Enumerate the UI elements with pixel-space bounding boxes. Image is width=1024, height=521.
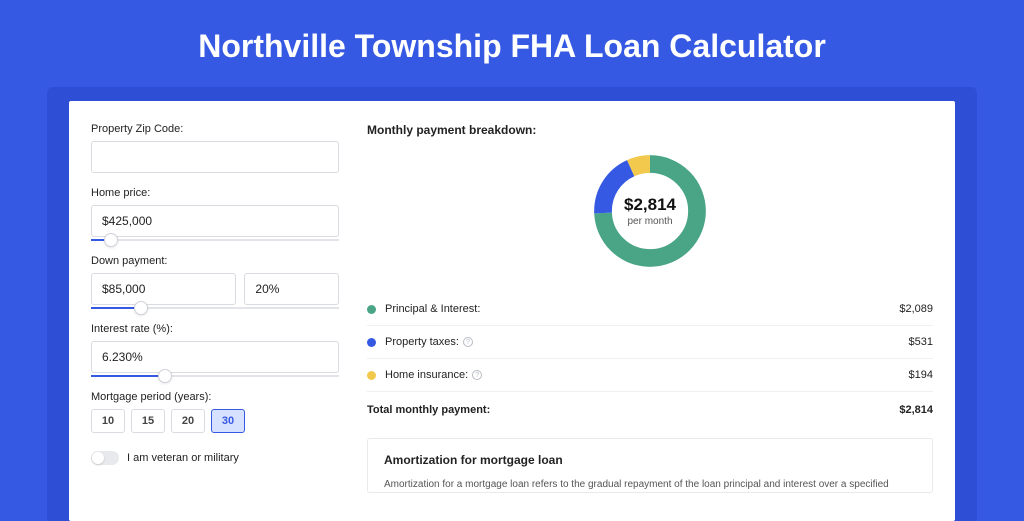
period-btn-20[interactable]: 20 bbox=[171, 409, 205, 433]
down-field: Down payment: bbox=[91, 255, 339, 309]
donut-value: $2,814 bbox=[624, 195, 676, 215]
card-shadow: Property Zip Code: Home price: Down paym… bbox=[47, 87, 977, 521]
info-icon[interactable]: ? bbox=[463, 337, 473, 347]
period-btn-30[interactable]: 30 bbox=[211, 409, 245, 433]
breakdown-title: Monthly payment breakdown: bbox=[367, 123, 933, 137]
breakdown-row: Home insurance:?$194 bbox=[367, 358, 933, 391]
breakdown-value: $194 bbox=[909, 369, 933, 381]
toggle-knob bbox=[92, 452, 104, 464]
slider-thumb[interactable] bbox=[158, 369, 172, 383]
zip-input[interactable] bbox=[91, 141, 339, 173]
down-amount-input[interactable] bbox=[91, 273, 236, 305]
rate-input[interactable] bbox=[91, 341, 339, 373]
slider-fill bbox=[91, 375, 165, 377]
page-title: Northville Township FHA Loan Calculator bbox=[0, 0, 1024, 87]
breakdown-row: Property taxes:?$531 bbox=[367, 325, 933, 358]
breakdown-label: Property taxes:? bbox=[385, 336, 909, 348]
rate-slider[interactable] bbox=[91, 375, 339, 377]
zip-field: Property Zip Code: bbox=[91, 123, 339, 173]
form-column: Property Zip Code: Home price: Down paym… bbox=[91, 123, 339, 521]
breakdown-value: $531 bbox=[909, 336, 933, 348]
legend-dot bbox=[367, 305, 376, 314]
slider-thumb[interactable] bbox=[134, 301, 148, 315]
down-label: Down payment: bbox=[91, 255, 339, 267]
veteran-row: I am veteran or military bbox=[91, 451, 339, 465]
donut-center: $2,814 per month bbox=[588, 149, 712, 273]
breakdown-rows: Principal & Interest:$2,089Property taxe… bbox=[367, 293, 933, 428]
breakdown-column: Monthly payment breakdown: $2,814 per mo… bbox=[367, 123, 933, 521]
veteran-label: I am veteran or military bbox=[127, 452, 239, 464]
rate-label: Interest rate (%): bbox=[91, 323, 339, 335]
breakdown-label: Principal & Interest: bbox=[385, 303, 899, 315]
period-label: Mortgage period (years): bbox=[91, 391, 339, 403]
down-slider[interactable] bbox=[91, 307, 339, 309]
donut-chart: $2,814 per month bbox=[588, 149, 712, 273]
info-icon[interactable]: ? bbox=[472, 370, 482, 380]
amort-title: Amortization for mortgage loan bbox=[384, 453, 916, 467]
period-field: Mortgage period (years): 10152030 bbox=[91, 391, 339, 433]
price-label: Home price: bbox=[91, 187, 339, 199]
calculator-card: Property Zip Code: Home price: Down paym… bbox=[69, 101, 955, 521]
amort-card: Amortization for mortgage loan Amortizat… bbox=[367, 438, 933, 493]
breakdown-value: $2,089 bbox=[899, 303, 933, 315]
donut-sub: per month bbox=[627, 216, 672, 227]
veteran-toggle[interactable] bbox=[91, 451, 119, 465]
donut-wrap: $2,814 per month bbox=[367, 149, 933, 273]
down-pct-input[interactable] bbox=[244, 273, 339, 305]
amort-text: Amortization for a mortgage loan refers … bbox=[384, 477, 916, 492]
price-slider[interactable] bbox=[91, 239, 339, 241]
rate-field: Interest rate (%): bbox=[91, 323, 339, 377]
period-row: 10152030 bbox=[91, 409, 339, 433]
total-label: Total monthly payment: bbox=[367, 404, 899, 416]
breakdown-total-row: Total monthly payment:$2,814 bbox=[367, 391, 933, 428]
price-field: Home price: bbox=[91, 187, 339, 241]
legend-dot bbox=[367, 371, 376, 380]
total-value: $2,814 bbox=[899, 404, 933, 416]
legend-dot bbox=[367, 338, 376, 347]
slider-thumb[interactable] bbox=[104, 233, 118, 247]
breakdown-row: Principal & Interest:$2,089 bbox=[367, 293, 933, 325]
period-btn-15[interactable]: 15 bbox=[131, 409, 165, 433]
period-btn-10[interactable]: 10 bbox=[91, 409, 125, 433]
price-input[interactable] bbox=[91, 205, 339, 237]
breakdown-label: Home insurance:? bbox=[385, 369, 909, 381]
zip-label: Property Zip Code: bbox=[91, 123, 339, 135]
